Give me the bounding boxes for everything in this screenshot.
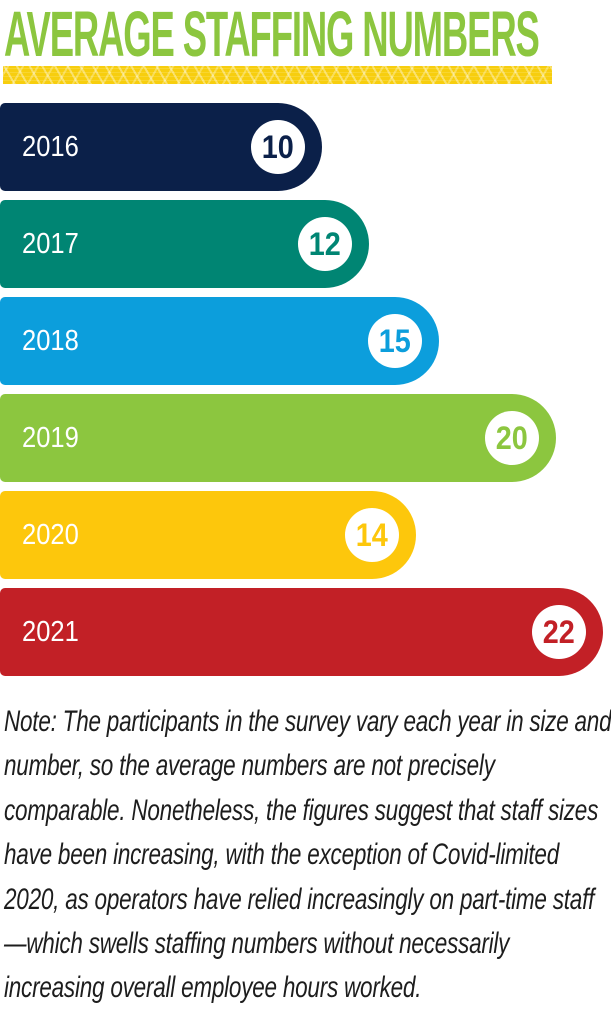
value-label: 22 [542, 613, 576, 650]
value-label: 15 [378, 322, 412, 359]
value-badge: 12 [298, 217, 352, 271]
value-badge: 20 [485, 411, 539, 465]
value-badge: 22 [532, 605, 586, 659]
bar-row: 2017 12 [0, 200, 369, 288]
bar-row: 2019 20 [0, 394, 556, 482]
value-label: 10 [261, 128, 295, 165]
chart-title: AVERAGE STAFFING NUMBERS [4, 0, 540, 70]
bar-row: 2020 14 [0, 491, 416, 579]
value-badge: 15 [368, 314, 422, 368]
bar-row: 2018 15 [0, 297, 439, 385]
value-badge: 10 [251, 120, 305, 174]
value-label: 14 [355, 516, 389, 553]
value-label: 20 [495, 419, 529, 456]
year-label: 2018 [22, 324, 79, 357]
footer: Note: The participants in the survey var… [0, 700, 611, 1011]
year-label: 2020 [22, 518, 79, 551]
bar-row: 2021 22 [0, 588, 603, 676]
note-text: Note: The participants in the survey var… [4, 705, 611, 1005]
header: AVERAGE STAFFING NUMBERS [0, 0, 611, 84]
bar-chart: 2016 10 2017 12 2018 15 2019 20 2020 14 … [0, 103, 611, 676]
divider-band [3, 66, 552, 84]
value-label: 12 [308, 225, 342, 262]
bar-row: 2016 10 [0, 103, 322, 191]
year-label: 2016 [22, 130, 79, 163]
year-label: 2017 [22, 227, 79, 260]
value-badge: 14 [345, 508, 399, 562]
year-label: 2021 [22, 615, 79, 648]
year-label: 2019 [22, 421, 79, 454]
